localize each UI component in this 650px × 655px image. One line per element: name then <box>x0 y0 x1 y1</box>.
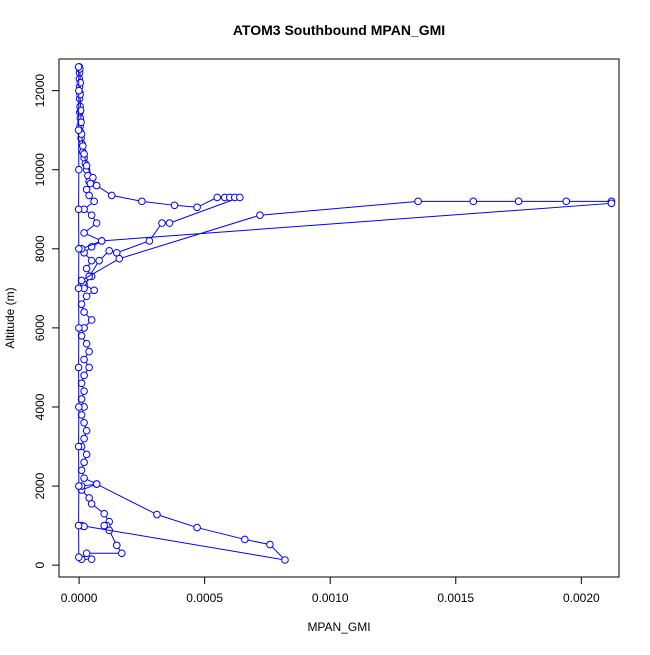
data-point <box>113 542 120 549</box>
data-point <box>80 143 87 150</box>
x-tick-label: 0.0000 <box>61 591 98 605</box>
data-point <box>282 557 289 564</box>
x-tick-label: 0.0010 <box>312 591 349 605</box>
data-point <box>90 174 97 181</box>
y-tick-label: 2000 <box>33 472 47 499</box>
data-point <box>88 257 95 264</box>
data-point <box>77 79 84 86</box>
data-point <box>88 317 95 324</box>
data-point <box>154 511 161 518</box>
data-point <box>81 459 88 466</box>
data-point <box>75 443 82 450</box>
y-tick-label: 10000 <box>33 153 47 187</box>
data-point <box>159 220 166 227</box>
data-point <box>118 550 125 557</box>
data-point <box>81 475 88 482</box>
data-point <box>563 198 570 205</box>
data-point <box>83 162 90 169</box>
data-point <box>76 166 83 173</box>
data-point <box>171 202 178 209</box>
data-point <box>470 198 477 205</box>
data-point <box>75 206 82 213</box>
y-axis-label: Altitude (m) <box>3 287 17 348</box>
data-point <box>91 198 98 205</box>
data-point <box>267 541 274 548</box>
data-point <box>83 550 90 557</box>
data-point <box>88 556 95 563</box>
data-point <box>88 501 95 508</box>
x-tick-label: 0.0020 <box>563 591 600 605</box>
data-point <box>78 380 85 387</box>
data-point <box>78 277 85 284</box>
data-point <box>139 198 146 205</box>
data-point <box>81 151 88 158</box>
y-tick-label: 0 <box>33 561 47 568</box>
data-point <box>108 192 115 199</box>
data-point <box>76 246 83 253</box>
y-tick-label: 4000 <box>33 393 47 420</box>
data-point <box>75 522 82 529</box>
data-point <box>78 301 85 308</box>
data-point <box>75 285 82 292</box>
data-point <box>91 287 98 294</box>
x-tick-label: 0.0015 <box>437 591 474 605</box>
data-point <box>194 204 201 211</box>
data-point <box>88 212 95 219</box>
data-point <box>83 340 90 347</box>
data-point <box>86 192 93 199</box>
data-point <box>76 87 83 94</box>
data-point <box>81 372 88 379</box>
data-point <box>415 198 422 205</box>
data-point <box>81 388 88 395</box>
data-point <box>86 348 93 355</box>
data-point <box>98 238 105 245</box>
data-point <box>93 481 100 488</box>
data-point <box>515 198 522 205</box>
data-point <box>237 194 244 201</box>
data-point <box>75 127 82 134</box>
data-point <box>75 64 82 71</box>
y-tick-label: 8000 <box>33 235 47 262</box>
data-point <box>78 467 85 474</box>
data-point <box>257 212 264 219</box>
y-tick-label: 6000 <box>33 314 47 341</box>
data-point <box>93 220 100 227</box>
data-point <box>101 510 108 517</box>
x-axis-label: MPAN_GMI <box>307 620 370 634</box>
data-point <box>81 230 88 237</box>
data-point <box>81 435 88 442</box>
data-point <box>81 356 88 363</box>
data-point <box>81 419 88 426</box>
data-point <box>96 257 103 264</box>
data-point <box>83 293 90 300</box>
x-tick-label: 0.0005 <box>186 591 223 605</box>
data-point <box>83 265 90 272</box>
data-point <box>81 309 88 316</box>
data-point <box>214 194 221 201</box>
y-tick-label: 12000 <box>33 74 47 108</box>
data-point <box>106 247 113 254</box>
data-point <box>166 220 173 227</box>
data-point <box>75 364 82 371</box>
data-point <box>608 200 615 207</box>
data-point <box>242 536 249 543</box>
data-point <box>83 427 90 434</box>
data-point <box>93 182 100 189</box>
data-point <box>76 325 83 332</box>
data-point <box>76 483 83 490</box>
data-point <box>76 404 83 411</box>
data-point <box>146 238 153 245</box>
chart-title: ATOM3 Southbound MPAN_GMI <box>233 22 445 38</box>
data-point <box>194 524 201 531</box>
data-point <box>76 554 83 561</box>
data-point <box>83 451 90 458</box>
data-point <box>116 255 123 262</box>
data-point <box>86 364 93 371</box>
